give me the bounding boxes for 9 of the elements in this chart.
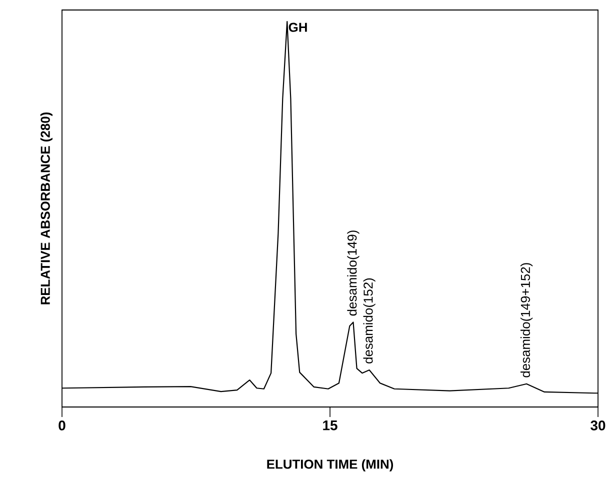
annotation: desamido(149) xyxy=(347,230,360,316)
x-tick-label: 0 xyxy=(58,420,66,430)
annotation: GH xyxy=(288,22,307,32)
x-axis-title: ELUTION TIME (MIN) xyxy=(267,459,394,472)
x-tick-label: 30 xyxy=(590,420,606,430)
x-tick-label: 15 xyxy=(323,420,338,430)
annotation: desamido(152) xyxy=(363,278,376,364)
annotation: desamido(149+152) xyxy=(520,263,533,378)
y-axis-title: RELATIVE ABSORBANCE (280) xyxy=(40,112,52,304)
